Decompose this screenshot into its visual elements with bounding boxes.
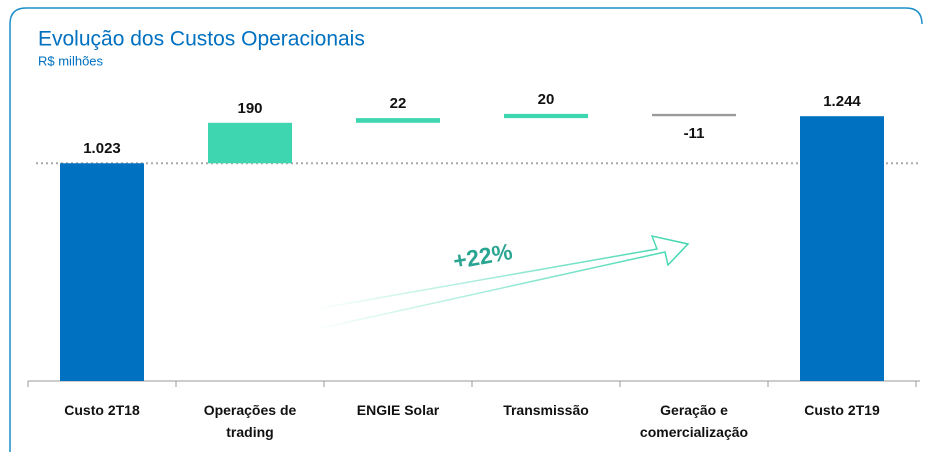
value-label: -11 [684, 125, 705, 142]
annotation: +22% [451, 238, 514, 274]
value-label: 190 [237, 100, 262, 117]
bar [208, 122, 292, 164]
x-tick-label: Geração e comercialização [639, 402, 749, 440]
trend-arrow [309, 234, 690, 331]
x-tick-label: Transmissão [503, 402, 589, 418]
value-label: 1.023 [83, 140, 121, 157]
x-tick-label: Custo 2T19 [804, 402, 880, 418]
x-tick-label: Custo 2T18 [64, 402, 140, 418]
frame [9, 7, 923, 452]
value-label: 22 [390, 95, 407, 112]
value-label: 20 [538, 91, 555, 108]
bar [800, 116, 884, 381]
value-label: 1.244 [823, 93, 861, 110]
bar [504, 113, 588, 119]
x-tick-label: ENGIE Solar [356, 402, 440, 418]
bar [356, 118, 440, 123]
bar [652, 113, 736, 117]
chart-title: Evolução dos Custos Operacionais [38, 28, 365, 51]
bar [60, 163, 144, 381]
x-tick-label: Operações de trading [203, 402, 297, 440]
chart-subtitle: R$ milhões [38, 53, 104, 68]
